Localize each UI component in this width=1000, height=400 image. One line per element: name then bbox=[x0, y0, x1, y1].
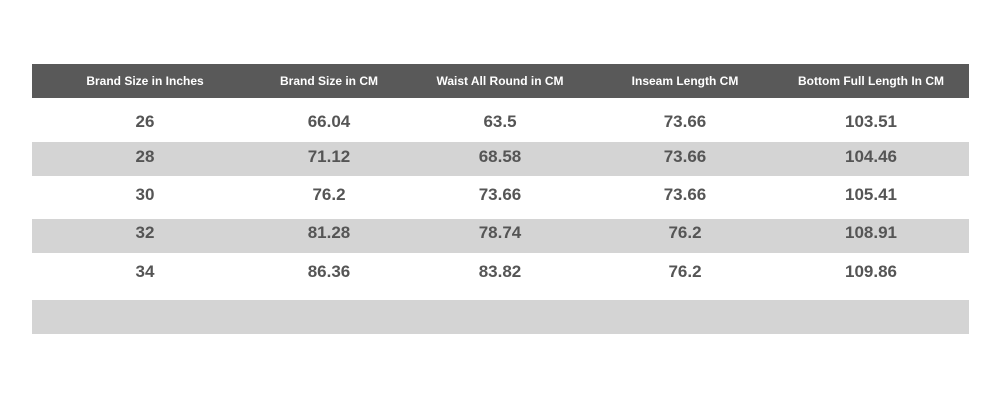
empty-row bbox=[32, 300, 969, 334]
table-cell: 83.82 bbox=[478, 262, 522, 281]
row-stripe bbox=[32, 142, 969, 176]
table-cell: 63.5 bbox=[483, 112, 517, 131]
table-cell: 26 bbox=[135, 112, 155, 131]
table-cell: 73.66 bbox=[478, 185, 522, 204]
table-cell: 71.12 bbox=[307, 147, 351, 166]
table-cell: 34 bbox=[135, 262, 155, 281]
table-cell: 73.66 bbox=[663, 112, 707, 131]
table-cell: 76.2 bbox=[668, 262, 702, 281]
table-cell: 73.66 bbox=[663, 147, 707, 166]
table-cell: 104.46 bbox=[845, 147, 897, 166]
column-header: Inseam Length CM bbox=[631, 74, 739, 88]
column-header: Bottom Full Length In CM bbox=[798, 74, 944, 88]
column-header: Brand Size in Inches bbox=[86, 74, 204, 88]
table-cell: 81.28 bbox=[307, 223, 351, 242]
table-cell: 32 bbox=[135, 223, 155, 242]
table-cell: 86.36 bbox=[307, 262, 351, 281]
column-header: Waist All Round in CM bbox=[436, 74, 564, 88]
table-cell: 109.86 bbox=[845, 262, 897, 281]
column-header: Brand Size in CM bbox=[279, 74, 378, 88]
table-cell: 30 bbox=[135, 185, 155, 204]
table-cell: 78.74 bbox=[478, 223, 522, 242]
table-cell: 103.51 bbox=[845, 112, 897, 131]
table-cell: 66.04 bbox=[307, 112, 351, 131]
header-bar bbox=[32, 64, 969, 98]
table-cell: 76.2 bbox=[312, 185, 346, 204]
table-cell: 28 bbox=[135, 147, 155, 166]
table-cell: 73.66 bbox=[663, 185, 707, 204]
table-cell: 68.58 bbox=[478, 147, 522, 166]
table-cell: 76.2 bbox=[668, 223, 702, 242]
table-cell: 105.41 bbox=[845, 185, 897, 204]
table-cell: 108.91 bbox=[845, 223, 897, 242]
row-stripe bbox=[32, 219, 969, 253]
